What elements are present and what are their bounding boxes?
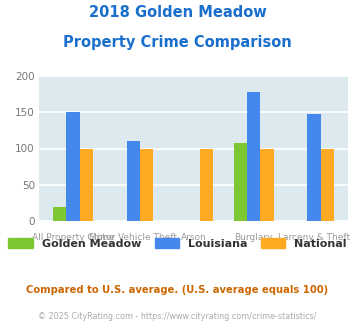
Bar [321, 148, 334, 221]
Text: Property Crime Comparison: Property Crime Comparison [63, 35, 292, 50]
Bar [66, 112, 80, 221]
Bar [247, 92, 260, 221]
Text: Burglary: Burglary [234, 233, 273, 242]
Bar [260, 148, 274, 221]
Bar [53, 207, 66, 221]
Bar [140, 148, 153, 221]
Bar [127, 141, 140, 221]
Bar [234, 143, 247, 221]
Text: © 2025 CityRating.com - https://www.cityrating.com/crime-statistics/: © 2025 CityRating.com - https://www.city… [38, 312, 317, 321]
Text: All Property Crime: All Property Crime [32, 233, 114, 242]
Bar [80, 148, 93, 221]
Text: Motor Vehicle Theft: Motor Vehicle Theft [89, 233, 177, 242]
Text: Compared to U.S. average. (U.S. average equals 100): Compared to U.S. average. (U.S. average … [26, 285, 329, 295]
Text: Arson: Arson [181, 233, 206, 242]
Text: Larceny & Theft: Larceny & Theft [278, 233, 350, 242]
Legend: Golden Meadow, Louisiana, National: Golden Meadow, Louisiana, National [4, 234, 351, 253]
Bar [200, 148, 213, 221]
Text: 2018 Golden Meadow: 2018 Golden Meadow [89, 5, 266, 20]
Bar [307, 114, 321, 221]
